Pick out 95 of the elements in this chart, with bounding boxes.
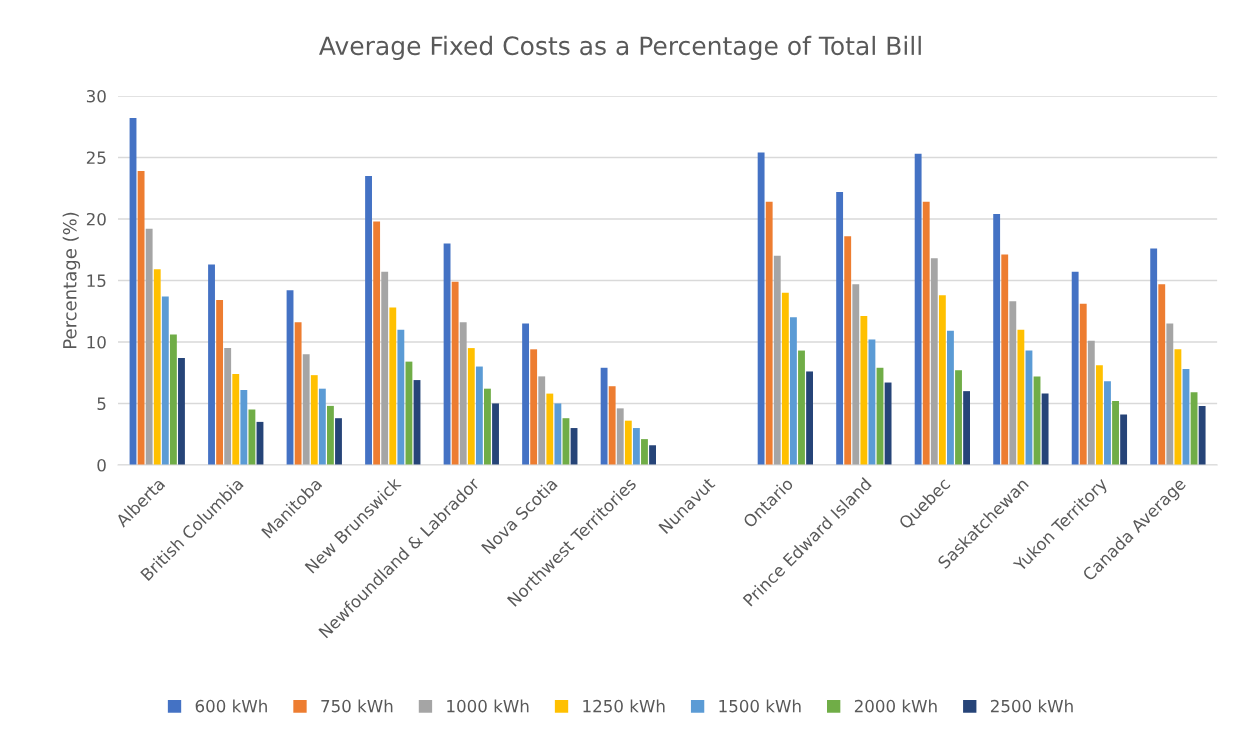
y-tick-label: 0 [97, 458, 106, 472]
bar [1009, 301, 1017, 465]
bar [641, 439, 648, 465]
bar [224, 348, 232, 465]
bar [294, 322, 302, 465]
bar [616, 408, 624, 465]
bar [624, 420, 632, 465]
bar [178, 357, 185, 465]
bar [1017, 329, 1025, 465]
bar [884, 382, 892, 465]
bar [326, 405, 334, 465]
bar [922, 201, 930, 465]
bar [773, 255, 781, 465]
bar [757, 152, 765, 465]
bar [868, 339, 876, 465]
bar [492, 403, 499, 465]
bar [443, 243, 451, 465]
y-tick-label: 15 [87, 274, 106, 288]
bar [798, 350, 805, 465]
bar [169, 334, 177, 465]
bar [1001, 254, 1009, 465]
bar [310, 375, 318, 465]
bar [789, 317, 797, 465]
bar [1112, 400, 1119, 465]
bar [216, 300, 224, 465]
bar [232, 373, 240, 465]
bar [373, 221, 381, 465]
bar [240, 389, 248, 465]
bar [459, 322, 467, 465]
bar [649, 445, 656, 465]
bar [1198, 405, 1206, 465]
bar [1166, 323, 1174, 465]
bar [1095, 365, 1103, 465]
bar [381, 271, 389, 465]
bar [302, 354, 310, 465]
y-tick-label: 30 [86, 89, 106, 103]
bar [844, 236, 852, 465]
bar [530, 349, 538, 465]
legend-label: 1000 kWh [447, 699, 529, 713]
bar [538, 376, 546, 465]
bar [1150, 248, 1158, 465]
bar [208, 264, 215, 465]
legend-label: 2500 kWh [990, 699, 1073, 713]
chart-title: Average Fixed Costs as a Percentage of Total Bill [319, 35, 921, 61]
legend-label: 1250 kWh [583, 699, 665, 713]
bar [475, 366, 483, 465]
bar [781, 292, 789, 465]
bar [1104, 381, 1111, 465]
y-tick-label: 20 [86, 212, 106, 226]
legend-label: 2000 kWh [854, 699, 937, 713]
bar [993, 214, 1001, 465]
bar [1071, 271, 1079, 465]
bar [145, 228, 153, 465]
bar [484, 388, 491, 465]
bar [1041, 393, 1049, 465]
bar [153, 269, 161, 465]
bar [608, 386, 616, 465]
bar [1158, 284, 1166, 465]
bar [161, 296, 169, 465]
bar [914, 153, 922, 465]
bar [836, 191, 844, 465]
bar [806, 371, 813, 465]
bar [947, 330, 954, 465]
bar [1079, 303, 1087, 465]
bar [318, 388, 326, 465]
bar [137, 170, 145, 465]
y-tick-label: 25 [86, 151, 106, 165]
bar [546, 393, 554, 465]
bar [860, 316, 868, 465]
bar [522, 323, 530, 465]
bar [389, 307, 397, 465]
bar [938, 295, 946, 465]
bar [397, 329, 405, 465]
bar [335, 418, 342, 465]
bar [248, 409, 256, 465]
bar [1120, 414, 1128, 465]
legend-label: 750 kWh [321, 699, 393, 713]
legend-label: 600 kWh [195, 699, 267, 713]
bar [632, 428, 640, 465]
y-tick-label: 10 [87, 335, 106, 349]
bar [955, 370, 962, 465]
bar [451, 281, 459, 465]
bar [554, 403, 562, 465]
bar [1174, 349, 1182, 465]
bar [1087, 340, 1095, 465]
bar [365, 175, 372, 465]
bar [467, 348, 475, 465]
y-tick-label: 5 [97, 397, 106, 411]
bar [852, 284, 860, 465]
y-axis-title: Percentage (%) [62, 212, 81, 348]
bar [765, 201, 773, 465]
bar [600, 367, 608, 465]
legend-label: 1500 kWh [719, 699, 801, 713]
bar [930, 258, 938, 465]
bar [963, 391, 971, 465]
